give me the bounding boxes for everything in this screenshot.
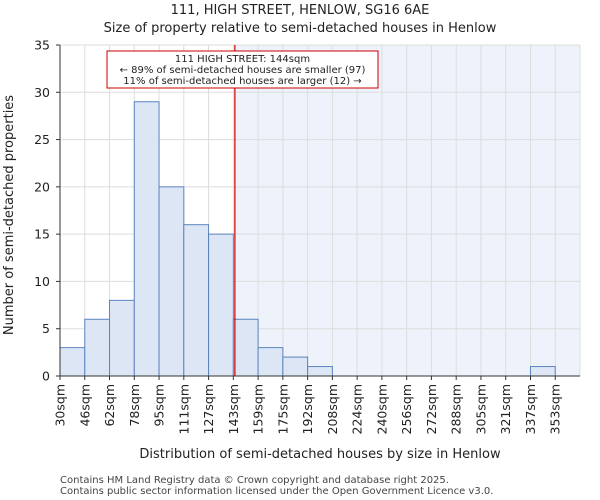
- y-axis-label: Number of semi-detached properties: [2, 95, 17, 335]
- x-tick-label: 159sqm: [251, 384, 266, 434]
- footer-line-2: Contains public sector information licen…: [60, 486, 493, 497]
- bar-111sqm: [183, 224, 210, 377]
- x-tick-label: 192sqm: [300, 384, 315, 434]
- x-tick-label: 224sqm: [350, 384, 365, 434]
- x-tick-label: 62sqm: [102, 384, 117, 427]
- chart-title: 111, HIGH STREET, HENLOW, SG16 6AE: [171, 3, 430, 18]
- x-tick-label: 46sqm: [77, 384, 92, 427]
- x-tick-label: 321sqm: [498, 384, 513, 434]
- y-tick-label: 0: [42, 369, 50, 384]
- bar-46sqm: [84, 318, 111, 377]
- bar-95sqm: [158, 186, 185, 377]
- bar-159sqm: [257, 347, 284, 377]
- x-tick-label: 337sqm: [523, 384, 538, 434]
- x-axis-label: Distribution of semi-detached houses by …: [139, 447, 501, 462]
- x-tick-label: 272sqm: [424, 384, 439, 434]
- bar-143sqm: [232, 318, 259, 377]
- bar-78sqm: [133, 101, 160, 377]
- y-tick-label: 5: [42, 321, 50, 336]
- x-tick-label: 111sqm: [176, 384, 191, 434]
- x-tick-label: 127sqm: [201, 384, 216, 434]
- bar-30sqm: [59, 347, 86, 377]
- footer-line-1: Contains HM Land Registry data © Crown c…: [60, 475, 449, 486]
- chart-subtitle: Size of property relative to semi-detach…: [104, 21, 497, 36]
- bar-337sqm: [529, 366, 556, 377]
- x-tick-label: 95sqm: [152, 384, 167, 427]
- bar-192sqm: [307, 366, 333, 377]
- x-tick-label: 305sqm: [473, 384, 488, 434]
- x-tick-label: 288sqm: [449, 384, 464, 434]
- annotation-line3: 11% of semi-detached houses are larger (…: [123, 76, 361, 87]
- annotation-box: [106, 50, 379, 89]
- x-tick-label: 30sqm: [53, 384, 68, 427]
- x-tick-label: 175sqm: [275, 384, 290, 434]
- y-tick-label: 20: [34, 179, 50, 194]
- x-tick-label: 240sqm: [374, 384, 389, 434]
- larger-region-highlight: [234, 45, 580, 376]
- x-tick-label: 256sqm: [399, 384, 414, 434]
- y-tick-label: 35: [34, 38, 50, 53]
- bar-127sqm: [208, 233, 234, 377]
- x-tick-label: 78sqm: [127, 384, 142, 427]
- bar-62sqm: [109, 299, 135, 377]
- annotation-line2: ← 89% of semi-detached houses are smalle…: [120, 65, 366, 76]
- x-tick-label: 208sqm: [325, 384, 340, 434]
- x-tick-label: 353sqm: [548, 384, 563, 434]
- y-tick-label: 25: [34, 132, 50, 147]
- annotation-line1: 111 HIGH STREET: 144sqm: [175, 54, 310, 65]
- y-tick-label: 15: [34, 227, 50, 242]
- x-tick-label: 143sqm: [226, 384, 241, 434]
- y-tick-label: 30: [34, 85, 50, 100]
- y-tick-label: 10: [34, 274, 50, 289]
- bar-175sqm: [282, 356, 309, 377]
- plot-area: 0 5 10 15 20 25 30 35 30sqm 46sqm 62sqm 78sqm 95sqm 1…: [34, 38, 581, 434]
